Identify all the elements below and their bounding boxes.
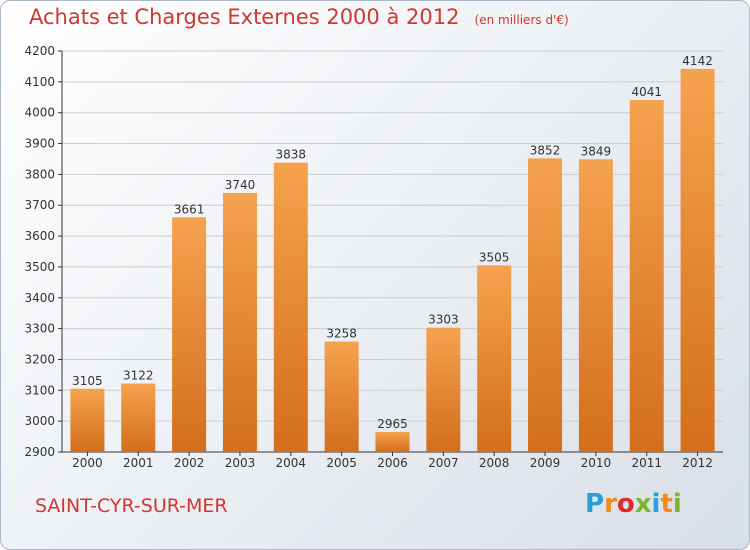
- y-tick-label: 3200: [24, 352, 55, 366]
- data-label: 3852: [530, 143, 561, 157]
- logo-letter: t: [660, 489, 673, 519]
- y-tick-label: 4100: [24, 75, 55, 89]
- data-label: 3258: [326, 327, 357, 341]
- x-tick-label: 2002: [174, 456, 205, 470]
- chart-title-group: Achats et Charges Externes 2000 à 2012 (…: [29, 5, 569, 29]
- logo-letter: x: [634, 489, 652, 519]
- y-tick-label: 4200: [24, 44, 55, 58]
- x-tick-label: 2004: [276, 456, 307, 470]
- x-tick-label: 2003: [225, 456, 256, 470]
- x-tick-label: 2010: [581, 456, 612, 470]
- data-label: 3105: [72, 374, 103, 388]
- x-tick-label: 2012: [682, 456, 713, 470]
- data-label: 3849: [581, 144, 612, 158]
- y-tick-label: 3500: [24, 260, 55, 274]
- bar: [172, 217, 207, 452]
- y-tick-label: 3000: [24, 414, 55, 428]
- x-tick-label: 2009: [530, 456, 561, 470]
- y-tick-label: 3100: [24, 383, 55, 397]
- bar: [375, 431, 410, 452]
- data-label: 3740: [225, 178, 256, 192]
- x-tick-label: 2011: [631, 456, 662, 470]
- bar: [578, 159, 613, 452]
- data-label: 2965: [377, 417, 408, 431]
- logo-letter: i: [672, 489, 682, 519]
- bar: [680, 68, 715, 452]
- chart-subtitle: (en milliers d'€): [474, 13, 569, 27]
- bar: [477, 265, 512, 452]
- y-tick-label: 2900: [24, 445, 55, 459]
- y-tick-label: 3800: [24, 167, 55, 181]
- data-label: 4142: [682, 54, 713, 68]
- data-label: 3661: [174, 202, 205, 216]
- bar: [121, 383, 156, 452]
- bar: [324, 341, 359, 452]
- data-label: 3505: [479, 250, 510, 264]
- bar: [222, 192, 257, 452]
- y-tick-label: 3400: [24, 291, 55, 305]
- proxiti-logo: Proxiti: [585, 489, 682, 519]
- logo-letter: P: [585, 489, 605, 519]
- y-tick-label: 3600: [24, 229, 55, 243]
- data-label: 4041: [631, 85, 662, 99]
- x-tick-label: 2001: [123, 456, 154, 470]
- bar: [629, 100, 664, 453]
- bar: [528, 158, 563, 453]
- y-tick-label: 3900: [24, 137, 55, 151]
- logo-letter: i: [651, 489, 661, 519]
- town-name: SAINT-CYR-SUR-MER: [35, 495, 228, 517]
- bar: [70, 388, 105, 452]
- x-tick-label: 2007: [428, 456, 459, 470]
- logo-letter: o: [616, 489, 635, 519]
- data-label: 3122: [123, 369, 154, 383]
- x-tick-label: 2000: [72, 456, 103, 470]
- x-tick-label: 2005: [326, 456, 357, 470]
- data-label: 3303: [428, 313, 459, 327]
- y-tick-label: 3700: [24, 198, 55, 212]
- data-label: 3838: [276, 148, 307, 162]
- bar: [426, 327, 461, 452]
- x-tick-label: 2008: [479, 456, 510, 470]
- logo-letter: r: [604, 489, 617, 519]
- y-tick-label: 4000: [24, 106, 55, 120]
- x-tick-label: 2006: [377, 456, 408, 470]
- chart-title: Achats et Charges Externes 2000 à 2012: [29, 5, 460, 29]
- y-tick-label: 3300: [24, 322, 55, 336]
- bar: [273, 162, 308, 452]
